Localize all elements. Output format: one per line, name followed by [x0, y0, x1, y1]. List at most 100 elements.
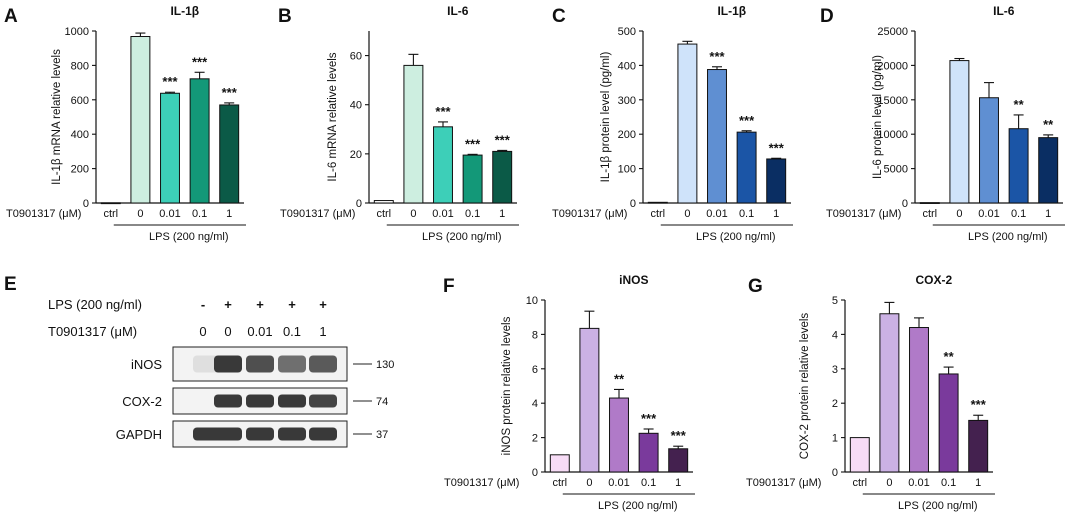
panel-d-ytick-label: 0: [902, 198, 908, 210]
panel-g-bar: [879, 313, 900, 473]
panel-f-ytick-label: 6: [532, 364, 538, 376]
panel-b-bar: [492, 150, 513, 204]
panel-b-title: IL-6: [447, 4, 469, 18]
panel-a-category-label: 1: [226, 208, 232, 220]
wb-lps-value: +: [319, 297, 327, 312]
panel-g-category-label: 0: [886, 477, 892, 489]
panel-g-lps-label: LPS (200 ng/ml): [898, 500, 977, 512]
panel-a-treatment-label: T0901317 (μM): [6, 208, 81, 220]
panel-d-bar: [919, 202, 940, 204]
panel-a-ytick-label: 600: [71, 95, 89, 107]
panel-g-significance-label: ***: [971, 397, 987, 412]
panel-a-ytick-label: 400: [71, 129, 89, 141]
panel-letter-c: C: [552, 6, 566, 27]
panel-f-y-axis-label: iNOS protein relative levels: [501, 316, 513, 455]
wb-treatment-value: 0: [224, 324, 231, 339]
panel-a-ytick-label: 0: [83, 198, 89, 210]
panel-b-ytick-label: 40: [350, 100, 362, 112]
panel-c-ytick-label: 400: [618, 60, 636, 72]
panel-d-bar: [1008, 128, 1029, 204]
wb-kda-label: 74: [376, 396, 388, 408]
panel-d-category-label: 0: [956, 208, 962, 220]
panel-d-category-label: ctrl: [922, 208, 937, 220]
panel-b-bar: [373, 200, 394, 204]
panel-g-category-label: 0.1: [941, 477, 956, 489]
panel-a-y-axis-label: IL-1β mRNA relative levels: [51, 49, 63, 185]
panel-b-category-label: 1: [499, 208, 505, 220]
panel-c-ytick-label: 500: [618, 26, 636, 38]
wb-band: [278, 427, 306, 441]
wb-treatment-value: 1: [319, 324, 326, 339]
panel-c-category-label: ctrl: [650, 208, 665, 220]
wb-lps-label: LPS (200 ng/ml): [48, 297, 142, 312]
panel-d-ytick-label: 25000: [877, 26, 908, 38]
panel-f-bar: [579, 327, 600, 473]
wb-lps-value: -: [201, 297, 205, 312]
panel-g-ytick-label: 3: [832, 364, 838, 376]
panel-f-title: iNOS: [619, 273, 648, 287]
wb-band: [309, 355, 337, 373]
wb-band-label: COX-2: [122, 394, 162, 409]
panel-f-category-label: 1: [675, 477, 681, 489]
wb-treatment-value: 0.1: [283, 324, 301, 339]
panel-c-significance-label: ***: [769, 140, 785, 155]
panel-a-category-label: ctrl: [103, 208, 118, 220]
panel-letter-e: E: [4, 274, 17, 295]
panel-c-lps-label: LPS (200 ng/ml): [696, 231, 775, 243]
panel-c-bar: [766, 158, 787, 204]
panel-g-significance-label: **: [944, 349, 955, 364]
panel-g-ytick-label: 2: [832, 398, 838, 410]
panel-letter-d: D: [820, 6, 834, 27]
wb-lanes: - + + + +0 0 0.01 0.1 1 iNOS 130 COX-2 74 GAPDH 37: [116, 297, 394, 448]
panel-f-treatment-label: T0901317 (μM): [444, 477, 519, 489]
wb-lps-value: +: [288, 297, 296, 312]
panel-letter-a: A: [4, 6, 18, 27]
panel-g-bar: [849, 437, 870, 473]
panel-g-cox2-chart: G COX-2 0 1 2 3 4 5 COX-2 protein relative leve…: [746, 273, 995, 512]
panel-c-title: IL-1β: [717, 4, 746, 18]
panel-c-significance-label: ***: [709, 49, 725, 64]
panel-g-category-label: 0.01: [908, 477, 929, 489]
panel-d-bar: [1038, 137, 1059, 204]
panel-d-ytick-label: 5000: [884, 164, 908, 176]
panel-b-ytick-label: 0: [356, 198, 362, 210]
wb-band: [214, 355, 242, 373]
panel-f-lps-label: LPS (200 ng/ml): [598, 500, 677, 512]
panel-a-bar: [130, 36, 151, 204]
panel-a-bar: [100, 202, 121, 205]
panel-a-significance-label: ***: [192, 54, 208, 69]
panel-b-category-label: 0.01: [432, 208, 453, 220]
panel-e-western-blot: E LPS (200 ng/ml) T0901317 (μM) - + + + +0 0 0…: [4, 274, 394, 448]
panel-f-category-label: 0.01: [608, 477, 629, 489]
panel-a-category-label: 0.1: [192, 208, 207, 220]
panel-b-bar: [462, 154, 483, 204]
panel-b-y-axis-label: IL-6 mRNA relative levels: [327, 52, 339, 181]
panel-c-bar: [647, 201, 668, 204]
panel-d-significance-label: **: [1043, 117, 1054, 132]
panel-c-ytick-label: 300: [618, 95, 636, 107]
panel-a-ytick-label: 1000: [65, 26, 89, 38]
wb-band: [246, 427, 274, 441]
panel-c-category-label: 0.1: [739, 208, 754, 220]
panel-f-category-label: 0: [586, 477, 592, 489]
wb-treatment-value: 0: [199, 324, 206, 339]
panel-f-ytick-label: 2: [532, 433, 538, 445]
panel-g-y-axis-label: COX-2 protein relative levels: [799, 313, 811, 460]
panel-f-significance-label: ***: [671, 428, 687, 443]
panel-d-category-label: 0.1: [1011, 208, 1026, 220]
panel-b-treatment-label: T0901317 (μM): [280, 208, 355, 220]
panel-b-category-label: ctrl: [376, 208, 391, 220]
panel-f-ytick-label: 10: [526, 295, 538, 307]
panel-c-ytick-label: 100: [618, 164, 636, 176]
panel-c-category-label: 0: [684, 208, 690, 220]
panel-a-bar: [219, 104, 240, 204]
panel-f-ytick-label: 0: [532, 467, 538, 479]
panel-f-bar: [668, 448, 689, 473]
wb-band: [278, 355, 306, 373]
panel-f-significance-label: ***: [641, 411, 657, 426]
panel-f-significance-label: **: [614, 371, 625, 386]
panel-d-bar: [979, 97, 999, 204]
panel-a-bar: [189, 78, 210, 204]
panel-d-category-label: 0.01: [978, 208, 999, 220]
